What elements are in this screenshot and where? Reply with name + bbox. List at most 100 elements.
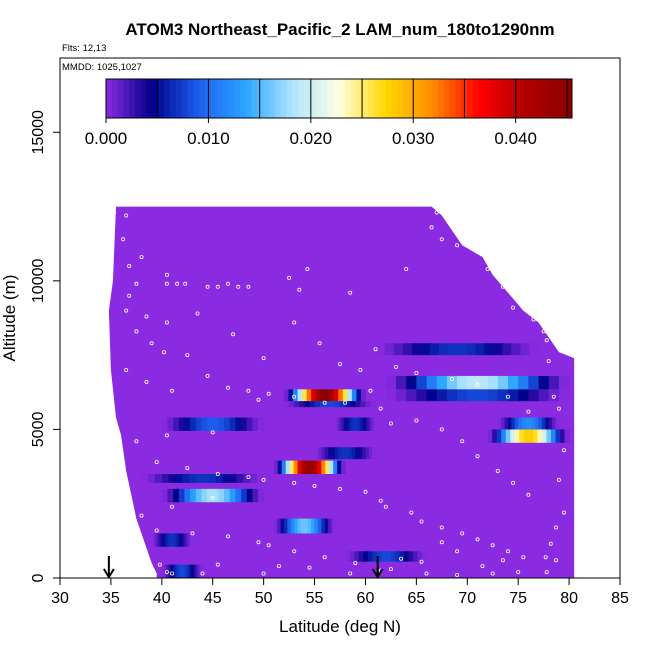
heatmap-cell	[284, 401, 290, 408]
sample-point	[225, 385, 230, 390]
heatmap-cell	[520, 343, 530, 356]
heatmap-cell	[552, 417, 556, 430]
heatmap-cell	[168, 474, 176, 483]
heatmap-cell	[531, 417, 536, 430]
sample-point	[348, 571, 353, 576]
sample-point	[475, 382, 480, 387]
heatmap-cell	[212, 488, 219, 503]
colorbar-cell	[420, 79, 427, 118]
heatmap-cell	[548, 417, 553, 430]
sample-point	[475, 537, 480, 542]
colorbar-cell	[199, 79, 206, 118]
heatmap-cell	[301, 460, 306, 474]
heatmap-cell	[305, 460, 310, 474]
sample-point	[139, 255, 144, 260]
heatmap-cell	[347, 389, 353, 402]
sample-point	[161, 350, 166, 355]
heatmap-cell	[324, 447, 329, 460]
colorbar-cell	[373, 79, 381, 118]
sample-point	[378, 406, 383, 411]
heatmap-cell	[324, 518, 329, 534]
heatmap-cell	[218, 488, 225, 503]
heatmap-cell	[385, 389, 397, 402]
heatmap-cell	[402, 343, 413, 356]
sample-point	[256, 540, 261, 545]
colorbar-cell	[280, 79, 288, 118]
colorbar-cell	[467, 79, 474, 118]
heatmap-cell	[160, 533, 164, 547]
heatmap-cell	[339, 417, 343, 431]
heatmap-cell	[273, 460, 279, 474]
heatmap-cell	[314, 518, 319, 534]
heatmap-cell	[309, 460, 314, 474]
heatmap-cell	[289, 460, 295, 474]
heatmap-cell	[497, 417, 502, 430]
plot-frame	[59, 57, 621, 579]
sample-point	[337, 486, 342, 491]
sample-point	[287, 275, 292, 280]
heatmap-cell	[162, 533, 166, 547]
sample-point	[546, 359, 551, 364]
heatmap-cell	[165, 533, 168, 547]
heatmap-cell	[508, 375, 519, 390]
sample-point	[414, 418, 419, 423]
heatmap-cell	[281, 460, 287, 474]
sample-point	[353, 561, 358, 566]
x-tick-label: 80	[560, 590, 578, 607]
heatmap-cell	[519, 429, 525, 443]
heatmap-cell	[355, 447, 360, 460]
sample-point	[210, 495, 215, 500]
sample-point	[373, 347, 378, 352]
heatmap-cell	[558, 389, 570, 402]
sample-point	[388, 567, 393, 572]
colorbar-cell	[496, 79, 503, 118]
colorbar-cell	[135, 79, 142, 118]
heatmap-cell	[367, 551, 373, 562]
heatmap-cell	[158, 533, 162, 547]
heatmap-cell	[358, 551, 364, 562]
chart-title: ATOM3 Northeast_Pacific_2 LAM_num_180to1…	[125, 20, 554, 39]
heatmap-cell	[173, 564, 176, 578]
colorbar-cell	[432, 79, 439, 118]
colorbar-cell	[566, 79, 573, 118]
heatmap-cell	[356, 389, 362, 402]
sample-point	[266, 391, 271, 396]
sample-point	[292, 549, 297, 554]
sample-point	[322, 555, 327, 560]
x-tick-label: 35	[102, 590, 120, 607]
sample-point	[231, 332, 236, 337]
colorbar-tick-label: 0.010	[187, 129, 230, 148]
colorbar-cell	[146, 79, 154, 118]
heatmap-cell	[334, 417, 338, 431]
sample-point	[246, 388, 251, 393]
sample-point	[419, 519, 424, 524]
heatmap-cell	[537, 429, 543, 443]
heatmap-cell	[385, 375, 397, 390]
sample-point	[500, 284, 505, 289]
heatmap-cell	[528, 429, 534, 443]
heatmap-cell	[420, 343, 431, 356]
heatmap-cell	[337, 417, 340, 431]
sample-point	[134, 329, 139, 334]
sample-point	[164, 570, 169, 575]
heatmap-cell	[477, 375, 489, 390]
heatmap-cell	[502, 343, 512, 356]
colorbar-cell	[391, 79, 398, 118]
colorbar-cell	[274, 79, 282, 118]
sample-point	[556, 477, 561, 482]
sample-point	[429, 225, 434, 230]
sample-point	[439, 237, 444, 242]
heatmap-cell	[285, 460, 291, 474]
heatmap-cell	[448, 343, 458, 356]
heatmap-cell	[178, 488, 185, 503]
colorbar-cell	[228, 79, 235, 118]
colorbar-cell	[129, 79, 136, 118]
heatmap-cell	[408, 551, 414, 562]
heatmap-cell	[560, 429, 565, 443]
heatmap-cell	[438, 343, 449, 356]
heatmap-cell	[329, 460, 334, 474]
heatmap-cell	[508, 417, 512, 430]
colorbar-cell	[158, 79, 165, 118]
heatmap-cell	[284, 518, 288, 534]
heatmap-cell	[403, 551, 409, 562]
